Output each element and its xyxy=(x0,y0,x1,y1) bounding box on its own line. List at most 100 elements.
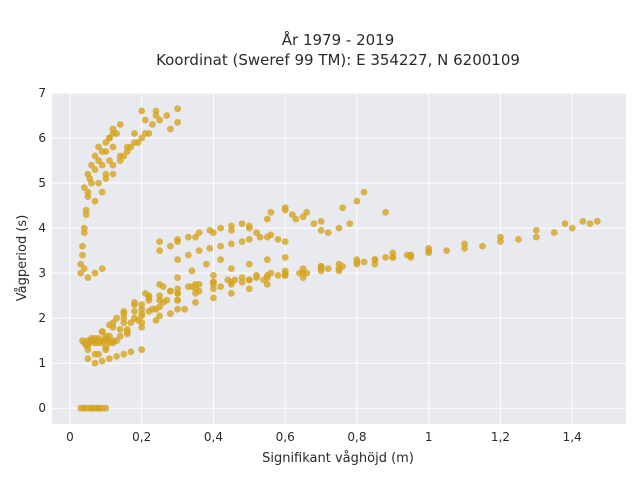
data-point xyxy=(184,251,192,259)
data-point xyxy=(116,326,124,333)
chart-title-line-2: Koordinat (Sweref 99 TM): E 354227, N 62… xyxy=(156,51,520,69)
x-tick-labels: 0 0,2 0,4 0,6 0,8 1 1,2 1,4 xyxy=(66,430,582,444)
data-point xyxy=(443,247,450,255)
y-axis-title: Vågperiod (s) xyxy=(15,215,30,302)
data-point xyxy=(260,276,268,284)
data-point xyxy=(167,287,174,295)
data-point xyxy=(586,220,594,228)
data-point xyxy=(238,220,246,228)
data-point xyxy=(195,247,203,255)
data-point xyxy=(138,323,146,331)
data-point xyxy=(274,272,282,279)
data-point xyxy=(102,404,110,412)
data-point xyxy=(120,319,128,327)
data-point xyxy=(98,265,106,272)
data-point xyxy=(317,227,325,234)
data-point xyxy=(245,222,253,230)
x-tick-label: 1,4 xyxy=(563,430,582,444)
data-point xyxy=(210,278,217,286)
data-point xyxy=(371,256,379,263)
data-point xyxy=(532,233,540,241)
data-point xyxy=(206,245,214,252)
data-point xyxy=(174,256,182,263)
data-point xyxy=(228,265,235,272)
data-point xyxy=(145,294,153,302)
data-point xyxy=(263,215,271,223)
x-tick-label: 0 xyxy=(66,430,74,444)
data-point xyxy=(80,404,88,412)
data-point xyxy=(131,299,138,306)
data-point xyxy=(91,197,99,205)
data-point xyxy=(568,224,576,232)
y-tick-label: 0 xyxy=(38,401,46,415)
data-point xyxy=(281,204,289,212)
data-point xyxy=(425,247,433,255)
x-tick-label: 0,8 xyxy=(347,430,366,444)
data-point xyxy=(317,265,325,272)
data-point xyxy=(497,233,504,241)
data-point xyxy=(231,276,239,284)
data-point xyxy=(195,287,203,295)
data-point xyxy=(561,220,569,228)
data-point xyxy=(382,208,389,216)
chart-title-line-1: År 1979 - 2019 xyxy=(282,30,395,49)
data-point xyxy=(167,310,174,318)
y-tick-labels: 0 1 2 3 4 5 6 7 xyxy=(38,86,46,415)
data-point xyxy=(106,355,113,363)
data-point xyxy=(192,299,199,306)
data-point xyxy=(174,274,182,281)
data-point xyxy=(263,256,271,263)
data-point xyxy=(217,256,225,263)
data-point xyxy=(303,208,311,216)
y-tick-label: 6 xyxy=(38,131,46,145)
data-point xyxy=(127,143,135,151)
data-point xyxy=(217,224,225,232)
data-point xyxy=(339,204,346,212)
x-axis-title: Signifikant våghöjd (m) xyxy=(262,451,414,466)
data-point xyxy=(202,260,210,268)
data-point xyxy=(102,148,110,155)
data-point xyxy=(141,116,149,124)
y-tick-label: 1 xyxy=(38,356,46,370)
data-point xyxy=(274,236,282,243)
data-point xyxy=(174,236,182,243)
data-point xyxy=(95,350,102,358)
data-point xyxy=(149,121,156,128)
data-point xyxy=(91,359,99,367)
data-point xyxy=(80,265,88,272)
data-point xyxy=(79,251,86,259)
data-point xyxy=(113,314,120,322)
data-point xyxy=(324,265,332,272)
data-point xyxy=(116,121,124,128)
data-point xyxy=(116,157,124,165)
y-tick-label: 5 xyxy=(38,176,46,190)
data-point xyxy=(281,254,289,261)
data-point xyxy=(515,236,522,243)
data-point xyxy=(106,321,113,329)
data-point xyxy=(217,283,225,290)
data-point xyxy=(339,263,346,270)
data-point xyxy=(210,229,217,237)
x-tick-label: 1,2 xyxy=(491,430,510,444)
data-point xyxy=(88,404,95,412)
data-point xyxy=(106,134,113,142)
data-point xyxy=(138,346,146,354)
data-point xyxy=(335,224,343,232)
data-point xyxy=(192,233,199,241)
data-point xyxy=(134,139,142,146)
data-point xyxy=(80,229,88,237)
data-point xyxy=(256,233,264,241)
data-point xyxy=(281,272,289,279)
data-point xyxy=(84,355,92,363)
data-point xyxy=(152,317,160,324)
data-point xyxy=(120,350,128,358)
data-point xyxy=(593,217,601,225)
data-point xyxy=(167,125,174,133)
data-point xyxy=(184,233,192,241)
data-point xyxy=(389,254,397,261)
data-point xyxy=(102,175,110,183)
data-point xyxy=(95,179,102,187)
data-point xyxy=(145,308,153,315)
data-point xyxy=(127,348,135,356)
